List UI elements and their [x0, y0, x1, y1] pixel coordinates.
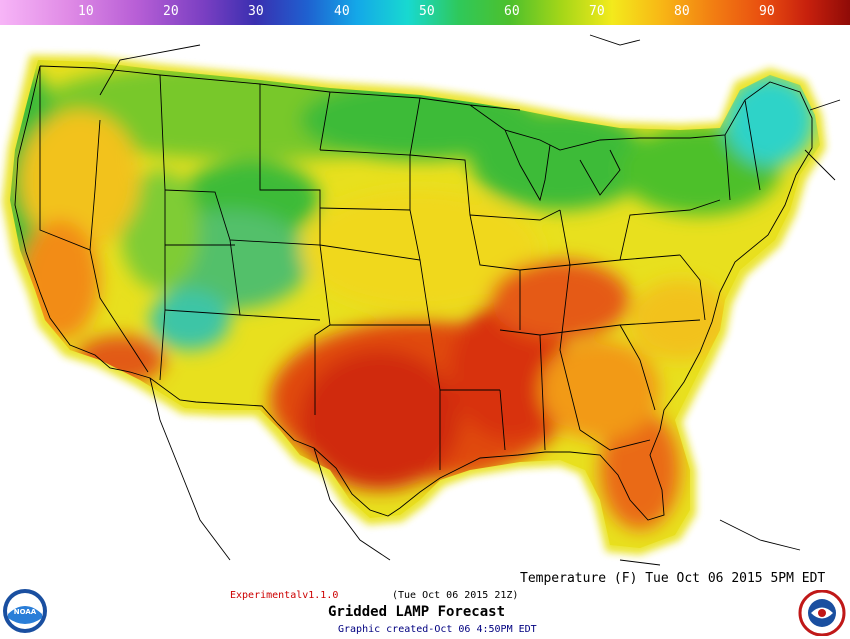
- colorbar-tick: 30: [248, 4, 264, 19]
- colorbar-tick: 40: [334, 4, 350, 19]
- product-title: Gridded LAMP Forecast: [328, 604, 506, 620]
- us-outline: [14, 65, 813, 521]
- issue-time-label: (Tue Oct 06 2015 21Z): [392, 590, 519, 601]
- noaa-logo-text: NOAA: [14, 608, 37, 616]
- colorbar-tick: 10: [78, 4, 94, 19]
- created-label: Graphic created-Oct 06 4:50PM EDT: [338, 624, 537, 635]
- noaa-logo: NOAA: [3, 589, 47, 633]
- colorbar-tick: 70: [589, 4, 605, 19]
- temperature-map: [2, 34, 841, 566]
- valid-time-label: Temperature (F) Tue Oct 06 2015 5PM EDT: [520, 571, 826, 586]
- colorbar-tick: 20: [163, 4, 179, 19]
- version-label: Experimentalv1.1.0: [230, 590, 339, 601]
- colorbar-tick: 50: [419, 4, 435, 19]
- colorbar-tick: 80: [674, 4, 690, 19]
- temperature-colorbar: 10 20 30 40 50 60 70 80 90: [0, 0, 850, 25]
- nws-logo: [798, 590, 846, 636]
- map-boundaries: [14, 34, 841, 566]
- colorbar-tick: 60: [504, 4, 520, 19]
- colorbar-tick: 90: [759, 4, 775, 19]
